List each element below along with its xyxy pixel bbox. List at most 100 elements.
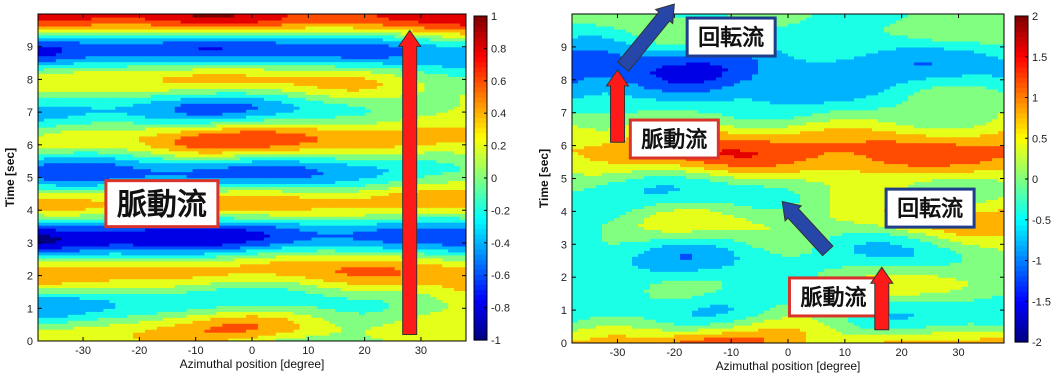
p1-contour-cell <box>162 168 170 173</box>
p1-contour-cell <box>424 210 431 214</box>
p1-contour-cell <box>323 239 330 244</box>
p1-contour-cell <box>305 177 313 182</box>
p1-contour-cell <box>204 162 211 167</box>
p1-contour-cell <box>293 257 301 262</box>
p1-contour-cell <box>180 150 188 155</box>
p1-contour-cell <box>353 311 360 315</box>
p1-contour-cell <box>67 263 75 268</box>
p1-contour-cell <box>43 168 51 173</box>
p1-contour-cell <box>454 168 461 173</box>
p1-contour-cell <box>460 168 466 173</box>
p1-contour-cell <box>43 228 51 232</box>
p1-contour-cell <box>174 159 182 164</box>
p1-contour-cell <box>91 257 99 262</box>
p1-contour-cell <box>323 189 330 193</box>
p1-contour-cell <box>85 329 93 333</box>
p1-contour-cell <box>162 248 170 253</box>
p1-contour-cell <box>97 257 104 262</box>
p1-contour-cell <box>103 236 110 241</box>
p1-contour-cell <box>43 201 51 205</box>
p1-contour-cell <box>145 263 152 268</box>
p1-contour-cell <box>460 329 466 333</box>
p1-contour-cell <box>103 153 110 158</box>
p1-contour-cell <box>418 290 425 295</box>
p1-contour-cell <box>55 281 63 286</box>
p1-contour-cell <box>257 239 265 244</box>
p1-contour-cell <box>430 299 437 303</box>
p1-contour-cell <box>388 239 396 244</box>
p1-contour-cell <box>73 156 81 161</box>
p1-contour-cell <box>353 165 360 170</box>
p1-contour-cell <box>133 272 140 277</box>
p1-contour-cell <box>311 207 318 211</box>
p1-contour-cell <box>287 251 295 256</box>
p1-contour-cell <box>257 305 265 309</box>
p1-contour-cell <box>73 308 81 312</box>
p1-contour-cell <box>79 174 87 179</box>
p1-contour-cell <box>168 326 176 330</box>
p1-contour-cell <box>192 317 200 321</box>
p1-contour-cell <box>275 338 283 341</box>
p1-contour-cell <box>311 213 318 217</box>
p1-contour-cell <box>442 213 449 217</box>
p1-contour-cell <box>436 165 443 170</box>
p1-contour-cell <box>192 308 200 312</box>
p1-contour-cell <box>287 257 295 262</box>
p1-contour-cell <box>430 326 437 330</box>
p1-contour-cell <box>454 225 461 229</box>
p1-contour-cell <box>359 192 366 196</box>
p1-contour-cell <box>73 260 81 265</box>
p1-contour-cell <box>317 210 324 214</box>
p1-contour-cell <box>222 266 229 271</box>
p1-contour-cell <box>55 275 63 280</box>
p1-contour-cell <box>139 284 146 289</box>
p1-contour-cell <box>359 195 366 199</box>
p1-contour-cell <box>79 296 87 300</box>
p1-contour-cell <box>85 287 93 292</box>
p1-contour-cell <box>287 242 295 247</box>
p1-contour-cell <box>394 254 402 259</box>
p1-contour-cell <box>257 156 265 161</box>
p1-contour-cell <box>281 180 289 185</box>
p1-contour-cell <box>156 332 164 336</box>
p1-contour-cell <box>186 290 194 295</box>
p1-contour-cell <box>252 189 259 193</box>
p1-contour-cell <box>424 144 431 149</box>
p1-contour-cell <box>145 287 152 292</box>
p1-contour-cell <box>311 287 318 292</box>
p1-contour-cell <box>79 204 87 208</box>
p1-contour-cell <box>97 275 104 280</box>
p1-contour-cell <box>388 305 396 309</box>
p1-contour-cell <box>299 302 307 306</box>
p1-contour-cell <box>216 201 223 205</box>
p1-contour-cell <box>442 242 449 247</box>
p1-contour-cell <box>240 138 247 143</box>
p1-contour-cell <box>376 177 384 182</box>
p1-contour-cell <box>376 192 384 196</box>
p1-contour-cell <box>263 207 271 211</box>
p1-contour-cell <box>162 332 170 336</box>
p1-contour-cell <box>275 144 283 149</box>
p1-contour-cell <box>38 189 45 193</box>
p1-contour-cell <box>73 165 81 170</box>
p1-contour-cell <box>174 144 182 149</box>
p1-contour-cell <box>269 141 277 146</box>
p1-contour-cell <box>133 171 140 176</box>
p1-contour-cell <box>275 275 283 280</box>
p1-contour-cell <box>127 245 134 250</box>
p1-contour-cell <box>38 320 45 324</box>
p1-contour-cell <box>341 144 348 149</box>
p1-contour-cell <box>370 192 378 196</box>
p1-contour-cell <box>460 296 466 300</box>
p1-contour-cell <box>73 150 81 155</box>
p1-contour-cell <box>85 201 93 205</box>
p1-contour-cell <box>299 168 307 173</box>
p1-contour-cell <box>127 162 134 167</box>
p1-contour-cell <box>341 299 348 303</box>
p1-contour-cell <box>287 174 295 179</box>
p1-contour-cell <box>228 231 235 235</box>
p1-contour-cell <box>228 251 235 256</box>
p1-contour-cell <box>192 275 200 280</box>
p1-contour-cell <box>454 171 461 176</box>
p1-contour-cell <box>61 266 69 271</box>
